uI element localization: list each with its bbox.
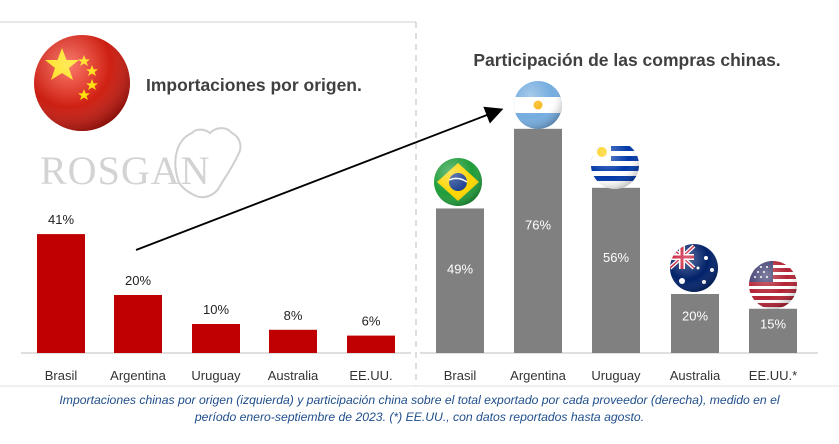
logo-text: ROSGAN: [40, 148, 210, 193]
right-bar-argentina: [514, 128, 562, 353]
right-chart-title: Participación de las compras chinas.: [473, 50, 780, 70]
australia-flag-icon: [670, 244, 718, 292]
rosgan-logo: ROSGAN: [40, 127, 242, 199]
argentina-flag-icon: [514, 81, 562, 129]
left-chart-title: Importaciones por origen.: [146, 75, 362, 95]
left-bar-argentina: [114, 295, 162, 353]
caption-line-2: período enero-septiembre de 2023. (*) EE…: [194, 410, 645, 424]
figure-caption: Importaciones chinas por origen (izquier…: [0, 392, 839, 426]
left-value-label: 6%: [362, 314, 381, 329]
right-category-label: Argentina: [510, 368, 566, 383]
usa-flag-icon: [749, 261, 797, 309]
uruguay-flag-icon: [591, 141, 639, 189]
left-bar-chart: 41% 20% 10% 8% 6% Brasil Argentina Urugu…: [21, 212, 411, 383]
right-bar-uruguay: [592, 187, 640, 353]
right-value-label: 20%: [682, 309, 708, 324]
right-category-label: EE.UU.*: [749, 368, 797, 383]
left-bar-uruguay: [192, 324, 240, 353]
bull-head-icon: [174, 127, 242, 199]
right-bar-brasil: [436, 208, 484, 353]
right-value-label: 56%: [603, 250, 629, 265]
caption-line-1: Importaciones chinas por origen (izquier…: [59, 393, 780, 407]
left-bar-australia: [269, 329, 317, 353]
china-flag-icon: [34, 35, 130, 131]
left-category-label: Uruguay: [191, 368, 241, 383]
left-bar-brasil: [37, 234, 85, 353]
left-category-label: EE.UU.: [349, 368, 392, 383]
left-category-label: Australia: [268, 368, 319, 383]
right-value-label: 15%: [760, 317, 786, 332]
brazil-flag-icon: [434, 158, 482, 206]
left-value-label: 41%: [48, 212, 74, 227]
connector-arrow: [135, 106, 504, 251]
left-category-label: Brasil: [45, 368, 78, 383]
left-value-label: 8%: [284, 308, 303, 323]
left-bar-eeuu: [347, 335, 395, 353]
right-category-label: Australia: [670, 368, 721, 383]
left-value-label: 10%: [203, 302, 229, 317]
left-value-label: 20%: [125, 273, 151, 288]
right-bar-chart: 49% 76% 56% 20% 15% Brasil Argentina Uru…: [420, 128, 818, 383]
right-value-label: 49%: [447, 261, 473, 276]
right-bar-eeuu: [749, 308, 797, 353]
right-category-label: Brasil: [444, 368, 477, 383]
right-category-label: Uruguay: [591, 368, 641, 383]
right-value-label: 76%: [525, 218, 551, 233]
left-category-label: Argentina: [110, 368, 166, 383]
right-bar-australia: [671, 294, 719, 353]
